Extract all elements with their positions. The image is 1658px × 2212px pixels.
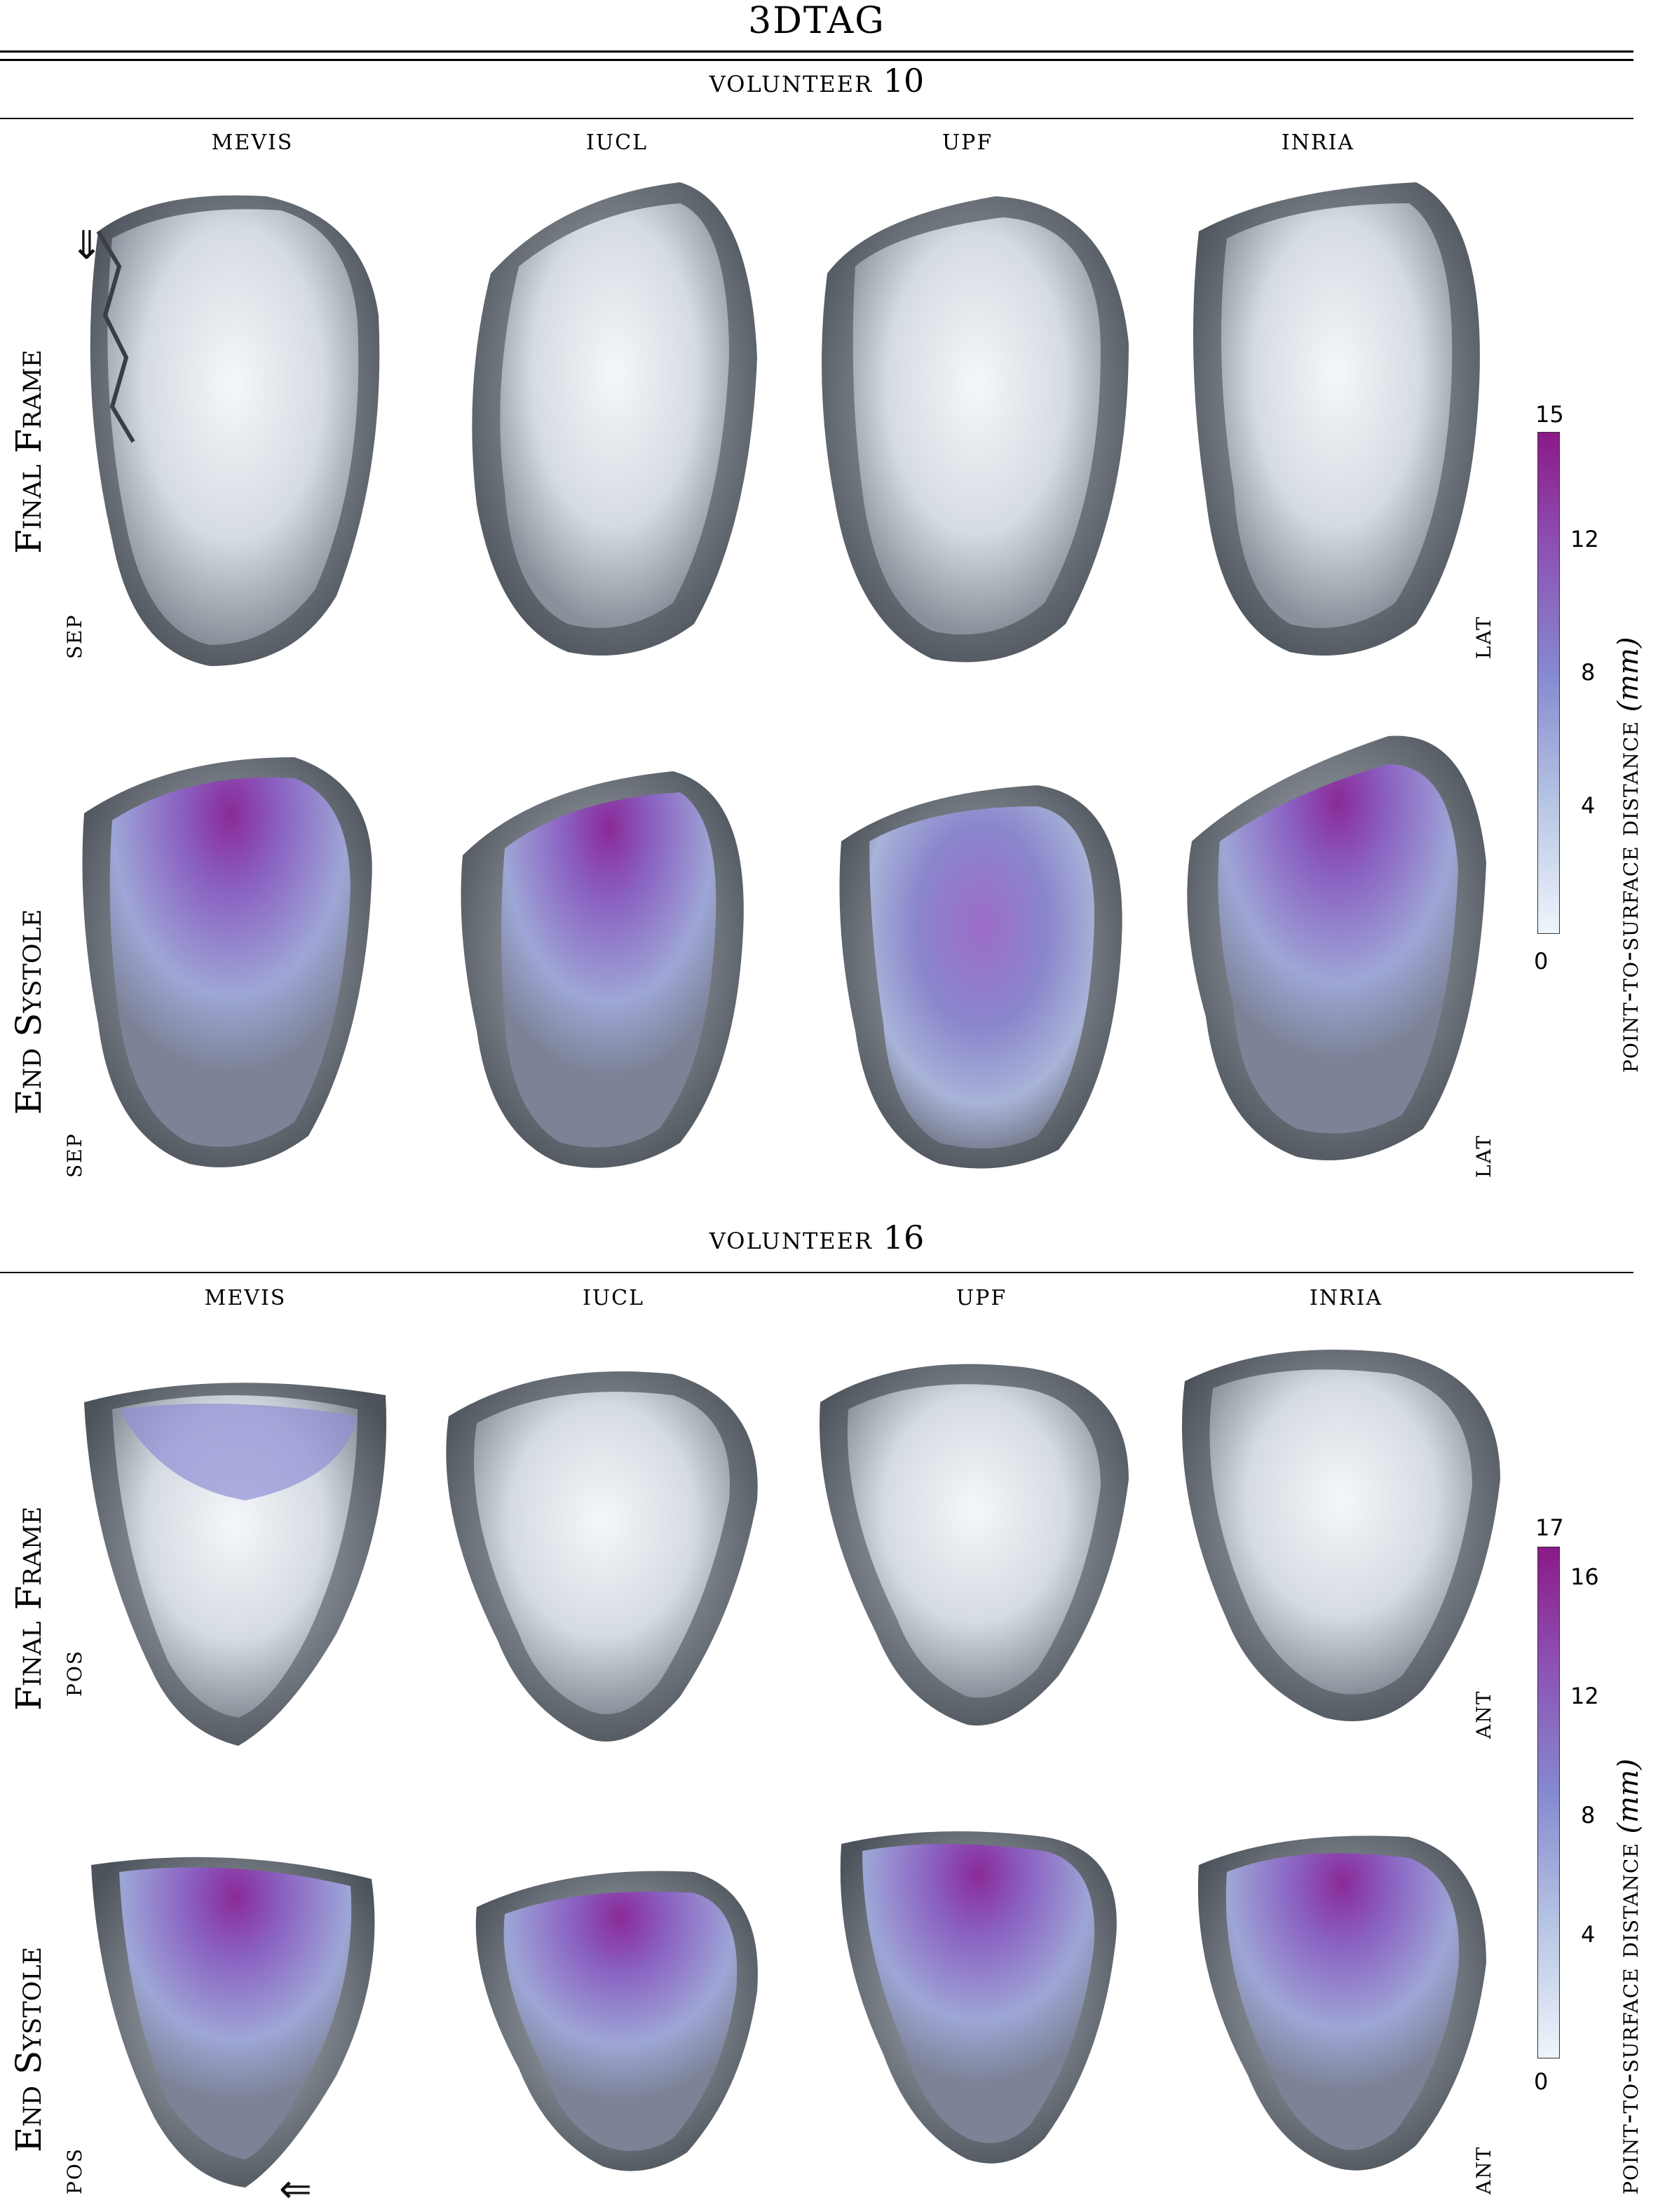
col-header-inria-v16: INRIA bbox=[1309, 1286, 1383, 1310]
v10-colorbar-unit: (mm) bbox=[1612, 637, 1645, 712]
volunteer-16-heading-text: volunteer bbox=[709, 1219, 874, 1256]
v10-final-upf-surface bbox=[822, 196, 1129, 663]
figure-title: 3DTAG bbox=[748, 0, 885, 42]
v10-tick-12: 12 bbox=[1570, 526, 1599, 552]
v10-final-iucl-surface bbox=[472, 182, 757, 656]
v10-systole-upf-surface bbox=[839, 785, 1122, 1169]
down-arrow-icon: ⇓ bbox=[70, 223, 103, 269]
v16-tick-4: 4 bbox=[1581, 1921, 1596, 1948]
row-label-end-systole-v16: End Systole bbox=[8, 1946, 49, 2152]
volunteer-10-heading-number: 10 bbox=[883, 62, 925, 100]
v10-colorbar bbox=[1537, 432, 1560, 934]
v10-tick-0: 0 bbox=[1534, 948, 1549, 975]
v10-tick-4: 4 bbox=[1581, 792, 1596, 819]
v16-final-inria-surface bbox=[1182, 1350, 1500, 1721]
col-header-iucl: IUCL bbox=[585, 130, 648, 155]
v10-systole-iucl-surface bbox=[461, 771, 744, 1168]
v10-final-inria-surface bbox=[1193, 182, 1480, 656]
row-label-final-frame-v16: Final Frame bbox=[8, 1506, 49, 1711]
col-header-mevis: MEVIS bbox=[211, 130, 294, 155]
row-label-end-systole: End Systole bbox=[8, 909, 49, 1115]
v16-colorbar-label-text: point-to-surface distance bbox=[1612, 1843, 1645, 2194]
v16-final-upf-surface bbox=[820, 1364, 1129, 1726]
v10-tick-15: 15 bbox=[1535, 401, 1564, 428]
v16-tick-16: 16 bbox=[1570, 1563, 1599, 1590]
col-header-mevis-v16: MEVIS bbox=[204, 1286, 287, 1310]
col-header-inria: INRIA bbox=[1281, 130, 1355, 155]
v16-colorbar-label: point-to-surface distance (mm) bbox=[1612, 1758, 1645, 2194]
v10-systole-mevis-surface bbox=[82, 757, 372, 1167]
volunteer-16-heading-number: 16 bbox=[883, 1219, 925, 1256]
left-arrow-icon: ⇐ bbox=[279, 2166, 312, 2212]
volunteer-10-heading-text: volunteer bbox=[709, 62, 874, 100]
col-header-upf: UPF bbox=[942, 130, 993, 155]
volunteer-10-rule bbox=[0, 118, 1633, 119]
v16-final-iucl-surface bbox=[446, 1371, 758, 1742]
v16-colorbar bbox=[1537, 1547, 1560, 2058]
v16-final-mevis-surface bbox=[84, 1383, 387, 1746]
v16-tick-0: 0 bbox=[1534, 2068, 1549, 2095]
volunteer-10-heading: volunteer 10 bbox=[0, 62, 1633, 100]
col-header-upf-v16: UPF bbox=[956, 1286, 1007, 1310]
volunteer-16-heading: volunteer 16 bbox=[0, 1219, 1633, 1256]
v16-systole-upf-surface bbox=[840, 1831, 1117, 2164]
v16-tick-8: 8 bbox=[1581, 1802, 1596, 1828]
v16-systole-iucl-surface bbox=[475, 1871, 758, 2171]
v10-colorbar-label-text: point-to-surface distance bbox=[1612, 721, 1645, 1073]
v16-colorbar-unit: (mm) bbox=[1612, 1758, 1645, 1834]
v10-systole-inria-surface bbox=[1187, 735, 1486, 1160]
v16-tick-17: 17 bbox=[1535, 1514, 1564, 1541]
v16-systole-inria-surface bbox=[1197, 1836, 1486, 2171]
col-header-iucl-v16: IUCL bbox=[582, 1286, 644, 1310]
volunteer-16-rule bbox=[0, 1272, 1633, 1273]
title-rule-bottom bbox=[0, 59, 1633, 61]
row-label-final-frame: Final Frame bbox=[8, 349, 49, 554]
title-rule-top bbox=[0, 50, 1633, 53]
v10-colorbar-label: point-to-surface distance (mm) bbox=[1612, 637, 1645, 1073]
v10-final-mevis-surface bbox=[90, 195, 380, 666]
v16-systole-mevis-surface bbox=[91, 1857, 375, 2187]
v10-tick-8: 8 bbox=[1581, 659, 1596, 686]
v16-tick-12: 12 bbox=[1570, 1683, 1599, 1709]
